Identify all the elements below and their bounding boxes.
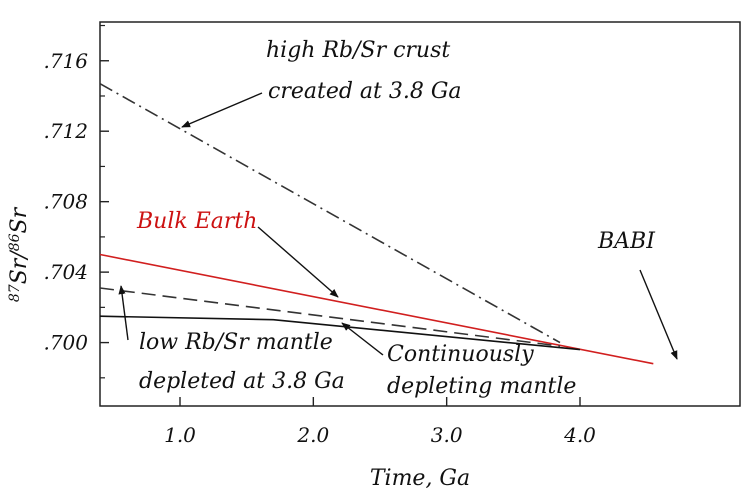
y-axis-title-sup1: 87 [7,284,23,302]
series-line-1 [99,253,654,365]
y-tick-label: .708 [43,190,88,214]
annotation-continuous-mantle: Continuously depleting mantle [387,342,576,399]
plot-frame [99,21,741,407]
y-axis-title-sup2: 86 [7,233,23,251]
x-tick-label: 1.0 [164,423,196,447]
series-line-2 [99,287,561,347]
arrow-low-mantle [118,285,129,341]
y-tick-label: .700 [43,331,88,355]
series-layer [99,83,654,365]
annotation-low-mantle: low Rb/Sr mantle depleted at 3.8 Ga [139,330,345,394]
y-axis-title-main2: Sr [7,206,32,233]
y-axis-title-sep: / [7,249,32,261]
annotation-babi: BABI [597,229,656,254]
arrow-babi [639,269,678,360]
annotation-crust: high Rb/Sr crust created at 3.8 Ga [266,38,462,104]
x-tick-label: 2.0 [296,423,329,447]
arrow-continuous-mantle [341,322,384,356]
x-tick-label: 3.0 [431,423,463,447]
x-axis-title: Time, Ga [370,466,470,491]
x-tick-label: 4.0 [563,423,596,447]
y-tick-label: .704 [43,260,88,284]
y-axis: .700.704.708.712.716 87Sr/86Sr [7,24,109,379]
arrow-crust [181,92,263,128]
arrow-bulk-earth [257,226,339,298]
series-line-0 [99,83,561,344]
y-axis-title: 87Sr/86Sr [7,206,32,302]
y-tick-label: .712 [43,119,88,143]
series-line-3 [99,315,581,351]
annotation-bulk-earth: Bulk Earth [136,209,257,234]
y-tick-label: .716 [43,49,88,73]
x-axis: 1.0 2.0 3.0 4.0 Time, Ga [164,397,596,491]
annotations: high Rb/Sr crust created at 3.8 Ga Bulk … [136,38,656,399]
y-axis-title-main1: Sr [7,257,32,284]
annotation-arrows [118,92,678,360]
